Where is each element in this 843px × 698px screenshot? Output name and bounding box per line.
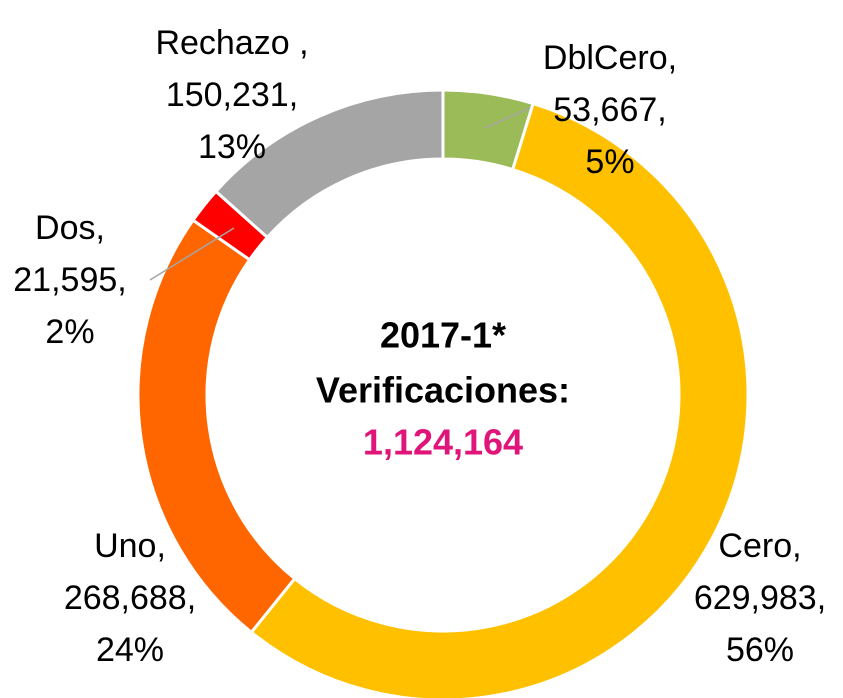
slice-label: Dos, [35, 209, 105, 247]
slice-label: Uno, [94, 527, 166, 565]
leader-line [149, 227, 235, 281]
leader-line [484, 107, 531, 129]
slice [249, 101, 750, 698]
percent-label: 2% [45, 313, 94, 351]
slices [136, 88, 750, 698]
value-label: 21,595, [13, 261, 126, 299]
value-label: 150,231, [166, 76, 298, 114]
center-title: 2017-1* [380, 315, 506, 356]
slice-label: Cero, [718, 527, 801, 565]
center-total: 1,124,164 [363, 422, 523, 463]
slice [136, 218, 297, 635]
slice [213, 88, 445, 240]
percent-label: 5% [585, 143, 634, 181]
percent-label: 24% [96, 631, 164, 669]
percent-label: 56% [726, 631, 794, 669]
percent-label: 13% [198, 128, 266, 166]
value-label: 268,688, [64, 579, 196, 617]
center-subtitle: Verificaciones: [316, 370, 570, 411]
value-label: 53,667, [553, 91, 666, 129]
slice-label: DblCero, [543, 39, 677, 77]
slice-label: Rechazo , [155, 24, 308, 62]
value-label: 629,983, [694, 579, 826, 617]
